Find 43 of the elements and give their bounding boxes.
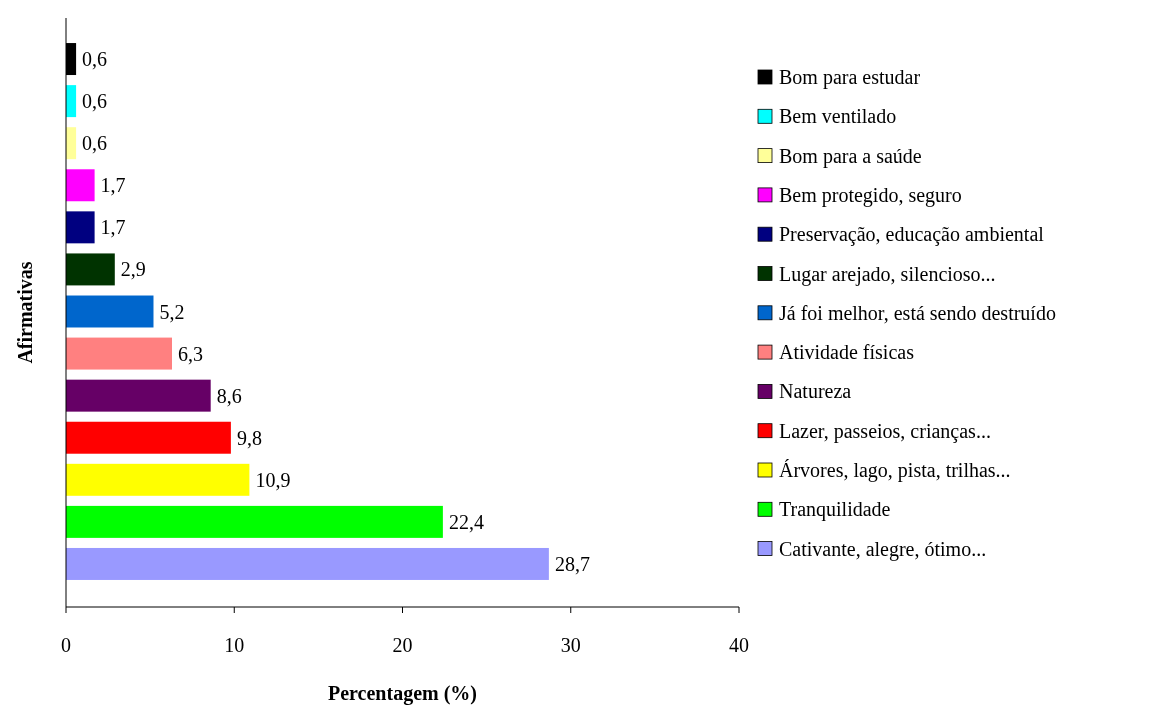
- data-label: 1,7: [100, 216, 126, 239]
- legend-label: Bom para estudar: [779, 66, 921, 89]
- bar: [66, 253, 115, 286]
- bar: [66, 505, 443, 538]
- bar: [66, 337, 172, 370]
- data-label: 0,6: [82, 90, 108, 113]
- legend-label: Lazer, passeios, crianças...: [779, 419, 991, 443]
- legend-label: Atividade físicas: [779, 341, 915, 364]
- legend-label: Bem protegido, seguro: [779, 183, 962, 207]
- bar: [66, 379, 211, 412]
- data-label: 5,2: [159, 300, 185, 323]
- data-label: 28,7: [554, 552, 590, 575]
- legend-label: Natureza: [779, 380, 852, 403]
- data-label: 6,3: [178, 342, 203, 365]
- legend-label: Bem ventilado: [779, 105, 897, 128]
- bar: [66, 211, 95, 244]
- legend-label: Tranquilidade: [779, 498, 891, 522]
- data-label: 1,7: [100, 174, 126, 197]
- legend-label: Cativante, alegre, ótimo...: [779, 537, 987, 561]
- bar: [66, 295, 154, 328]
- bar: [66, 169, 95, 202]
- x-tick-label: 30: [560, 634, 581, 656]
- data-label: 22,4: [448, 510, 484, 533]
- data-label: 0,6: [82, 132, 108, 155]
- data-label: 8,6: [216, 384, 242, 407]
- bar: [66, 421, 231, 454]
- x-axis-title: Percentagem (%): [327, 682, 478, 705]
- bar: [66, 463, 250, 496]
- legend-label: Preservação, educação ambiental: [779, 223, 1045, 247]
- x-tick-label: 0: [61, 634, 71, 656]
- bar: [66, 547, 549, 580]
- data-label: 0,6: [82, 48, 108, 71]
- legend-label: Árvores, lago, pista, trilhas...: [779, 459, 1011, 482]
- x-tick-label: 40: [729, 634, 749, 656]
- data-label: 10,9: [255, 468, 291, 491]
- legend-label: Lugar arejado, silencioso...: [779, 262, 996, 286]
- data-label: 2,9: [120, 258, 146, 281]
- data-label: 9,8: [236, 426, 262, 449]
- legend-label: Bom para a saúde: [779, 144, 922, 168]
- x-tick-label: 20: [392, 634, 413, 656]
- y-axis-title: Afirmativas: [14, 261, 36, 364]
- legend-label: Já foi melhor, está sendo destruído: [779, 301, 1056, 324]
- x-tick-label: 10: [224, 634, 245, 656]
